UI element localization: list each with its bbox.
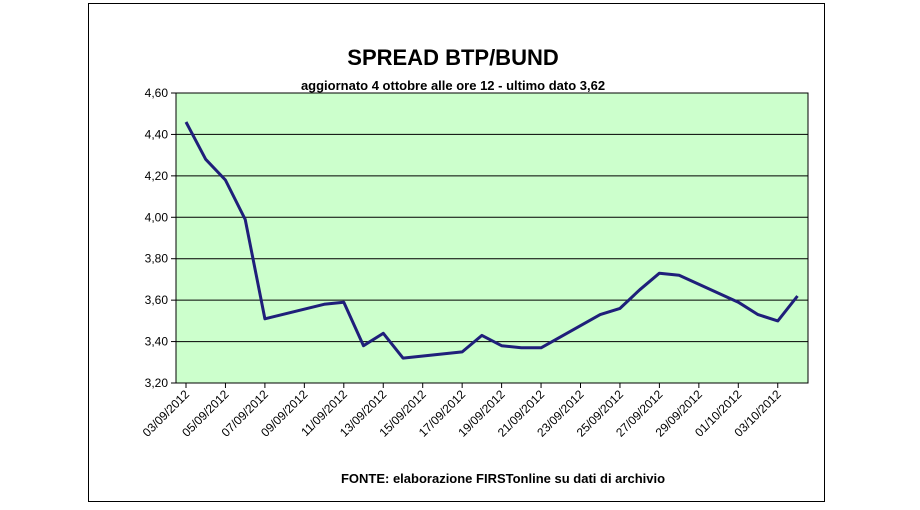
y-tick-label: 3,80 (145, 252, 169, 266)
series-line-spread (184, 121, 799, 360)
grid-lines (176, 92, 808, 384)
y-tick-label: 3,60 (145, 293, 169, 307)
x-axis: 03/09/201205/09/201207/09/201209/09/2012… (140, 383, 784, 440)
plot-area (175, 92, 809, 384)
chart-source: FONTE: elaborazione FIRSTonline su dati … (341, 471, 665, 486)
y-tick-label: 4,00 (145, 210, 169, 224)
y-tick-label: 4,40 (145, 127, 169, 141)
chart-svg: SPREAD BTP/BUND aggiornato 4 ottobre all… (140, 45, 809, 486)
chart-frame: SPREAD BTP/BUND aggiornato 4 ottobre all… (88, 3, 825, 502)
y-tick-label: 3,40 (145, 335, 169, 349)
chart-title: SPREAD BTP/BUND (347, 45, 558, 70)
y-tick-label: 4,60 (145, 86, 169, 100)
y-axis: 3,20 3,40 3,60 3,80 4,00 4,20 4,40 4,60 (145, 86, 176, 390)
chart-subtitle: aggiornato 4 ottobre alle ore 12 - ultim… (301, 78, 605, 93)
y-tick-label: 3,20 (145, 376, 169, 390)
y-tick-label: 4,20 (145, 169, 169, 183)
